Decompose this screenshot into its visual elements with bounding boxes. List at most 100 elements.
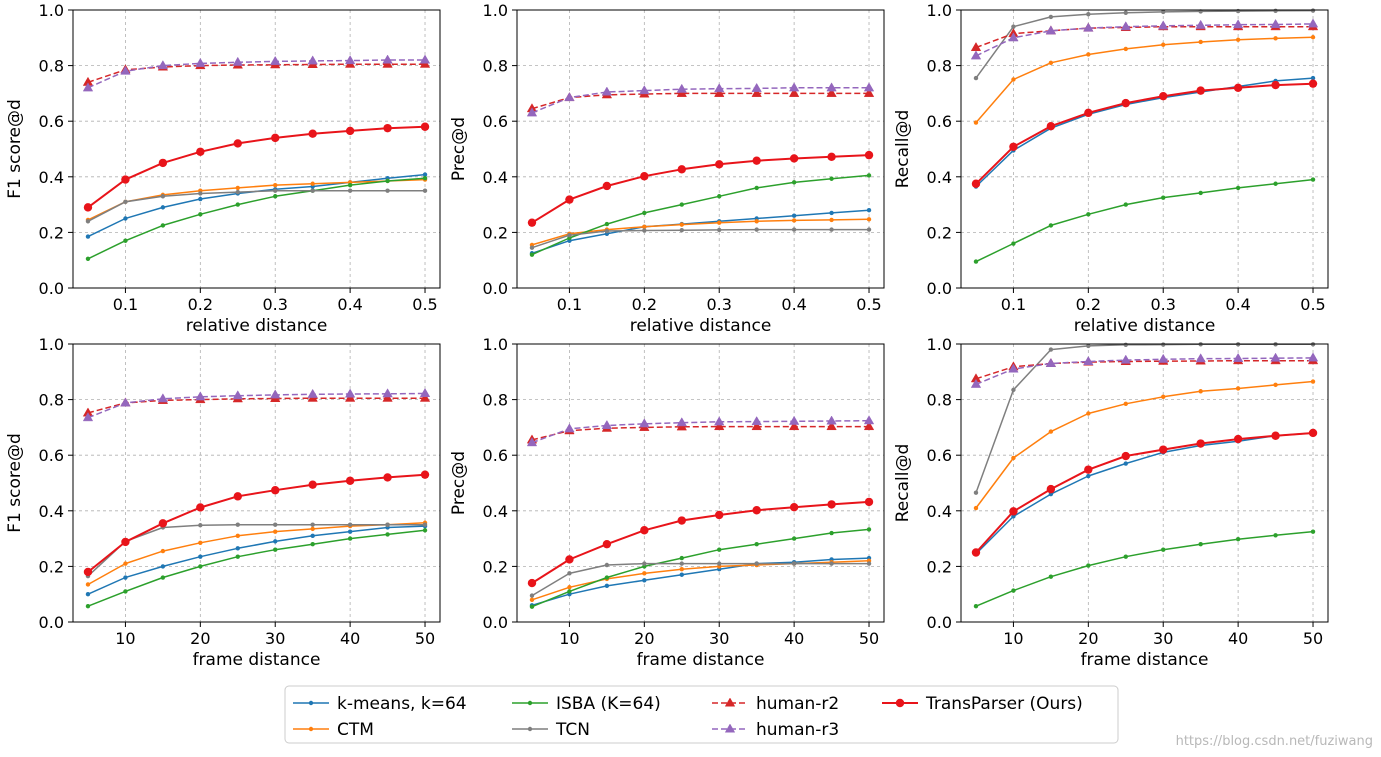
data-point-human_r3 (676, 417, 687, 427)
data-point-human_r3 (1195, 19, 1206, 29)
data-point-human_r3 (1307, 352, 1319, 362)
data-point-tcn (1048, 14, 1054, 20)
data-point-human_r3 (270, 55, 281, 65)
data-point-tcn (1161, 9, 1166, 15)
series-line-isba (975, 178, 1314, 263)
data-point-ctm (679, 566, 684, 572)
x-tick-label: 50 (415, 629, 435, 648)
data-point-kmeans (829, 210, 834, 216)
data-point-isba (160, 575, 166, 580)
data-point-ctm (160, 548, 166, 554)
series-line-kmeans (87, 525, 426, 595)
x-tick-label: 10 (559, 629, 579, 648)
legend-item-ctm: CTM (293, 720, 374, 740)
data-point-isba (1161, 195, 1166, 200)
series-line-human_r2 (87, 63, 425, 84)
data-point-tcn (567, 232, 572, 238)
data-point-transparser (345, 476, 355, 485)
data-point-isba (829, 530, 834, 536)
y-axis-label: Prec@d (449, 117, 469, 181)
y-tick-label: 0.2 (927, 223, 952, 242)
series-ctm (973, 379, 1316, 511)
y-tick-label: 0.8 (483, 57, 508, 76)
series-line-kmeans (87, 173, 426, 238)
axes-frame (72, 9, 441, 289)
data-point-tcn (385, 188, 390, 193)
legend-label: TCN (555, 720, 590, 740)
y-tick-label: 0.2 (927, 557, 952, 576)
series-line-human_r2 (975, 25, 1313, 49)
data-point-ctm (973, 505, 979, 511)
y-tick-label: 1.0 (927, 335, 952, 354)
data-point-tcn (529, 593, 535, 598)
data-point-human_r2 (714, 421, 725, 431)
y-tick-label: 0.4 (39, 502, 64, 521)
data-point-tcn (85, 219, 91, 224)
data-point-ctm (1086, 52, 1091, 57)
data-point-tcn (385, 522, 390, 527)
x-tick-label: 0.4 (337, 295, 362, 314)
data-point-tcn (973, 490, 979, 495)
series-kmeans (973, 75, 1316, 189)
data-point-isba (1310, 529, 1316, 534)
x-tick-label: 40 (340, 629, 360, 648)
data-point-tcn (754, 561, 759, 566)
series-line-isba (87, 177, 426, 260)
series-line-transparser (87, 125, 426, 209)
data-point-human_r3 (419, 387, 431, 397)
data-point-transparser (789, 154, 799, 163)
chart-panel-4: 0.0 0.2 0.4 0.6 0.8 1.0 10 20 30 40 50 frame distan… (5, 335, 441, 670)
series-ctm (973, 35, 1316, 125)
x-tick-label: 30 (709, 629, 729, 648)
series-line-human_r3 (531, 87, 869, 114)
series-isba (973, 529, 1316, 609)
data-point-ctm (1235, 386, 1241, 391)
data-point-isba (1161, 547, 1166, 552)
data-point-tcn (1048, 347, 1054, 352)
series-transparser (83, 122, 430, 212)
data-point-kmeans (679, 572, 684, 577)
data-point-ctm (235, 533, 240, 539)
data-point-human_r3 (1120, 21, 1131, 31)
data-point-transparser (971, 179, 981, 188)
series-line-transparser (975, 432, 1314, 554)
series-human_r3 (970, 18, 1319, 60)
series-human_r3 (526, 415, 875, 447)
y-tick-label: 1.0 (483, 1, 508, 20)
data-point-transparser (1009, 507, 1018, 516)
series-isba (85, 175, 428, 262)
y-axis-label: F1 score@d (5, 433, 25, 532)
data-point-tcn (1273, 8, 1278, 14)
data-point-human_r3 (157, 393, 169, 403)
legend-label: human-r3 (756, 720, 839, 740)
x-tick-label: 0.5 (1300, 295, 1325, 314)
x-axis-label: frame distance (637, 650, 765, 670)
series-line-human_r3 (531, 419, 870, 444)
data-point-human_r3 (232, 56, 243, 66)
x-tick-label: 0.4 (781, 295, 806, 314)
data-point-ctm (754, 219, 759, 224)
x-tick-label: 0.4 (1225, 295, 1250, 314)
data-point-ctm (679, 222, 684, 227)
data-point-transparser (640, 526, 649, 535)
legend-label: k-means, k=64 (337, 694, 467, 714)
data-point-transparser (383, 473, 392, 482)
data-point-isba (310, 541, 315, 547)
data-point-human_r3 (826, 415, 837, 425)
legend-box (284, 685, 1119, 744)
data-point-isba (1086, 212, 1091, 217)
x-tick-label: 30 (1153, 629, 1173, 648)
x-tick-label: 0.5 (412, 295, 437, 314)
y-tick-label: 0.4 (39, 168, 64, 187)
y-axis-label: Recall@d (893, 444, 913, 523)
y-tick-label: 0.2 (483, 557, 508, 576)
series-line-tcn (975, 9, 1314, 79)
axes-frame (516, 343, 885, 623)
data-point-human_r3 (863, 82, 875, 92)
data-point-kmeans (866, 207, 872, 213)
data-point-transparser (308, 480, 317, 489)
x-tick-label: 0.1 (1001, 295, 1026, 314)
data-point-transparser (1009, 142, 1018, 151)
data-point-transparser (1233, 434, 1243, 444)
data-point-human_r3 (1232, 352, 1244, 362)
